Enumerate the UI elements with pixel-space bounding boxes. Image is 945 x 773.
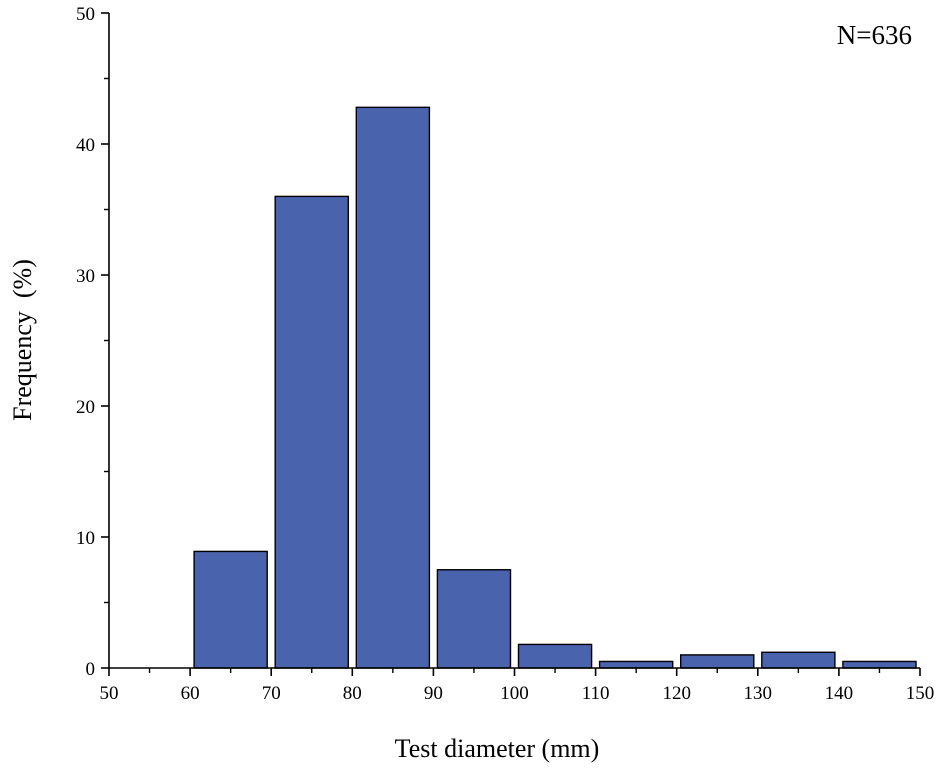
y-tick-label-20: 20 — [76, 397, 95, 418]
x-tick-label-130: 130 — [744, 683, 773, 704]
bar-140-150 — [842, 660, 917, 669]
axes-group: 0 10 20 30 40 50 50 60 70 80 90 100 110 120 130 140 150 — [76, 4, 934, 704]
bar-70-80 — [274, 195, 350, 669]
x-axis-label: Test diameter (mm) — [395, 734, 600, 763]
bar-130-140 — [761, 651, 836, 669]
bar-80-90 — [355, 106, 431, 669]
y-tick-label-40: 40 — [76, 135, 95, 156]
x-tick-label-100: 100 — [500, 683, 529, 704]
x-tick-label-90: 90 — [424, 683, 443, 704]
x-tick-label-120: 120 — [662, 683, 691, 704]
bar-100-110 — [517, 643, 593, 669]
y-tick-label-0: 0 — [86, 659, 96, 680]
x-tick-label-70: 70 — [262, 683, 281, 704]
x-tick-label-60: 60 — [181, 683, 200, 704]
bar-60-70 — [193, 550, 268, 669]
bar-90-100 — [436, 569, 512, 669]
x-tick-label-140: 140 — [825, 683, 854, 704]
bar-110-120 — [598, 660, 674, 669]
y-tick-label-10: 10 — [76, 528, 95, 549]
y-axis-label: Frequency (%) — [8, 259, 37, 421]
x-tick-label-80: 80 — [343, 683, 362, 704]
sample-size-annotation: N=636 — [837, 20, 912, 50]
y-tick-label-50: 50 — [76, 4, 95, 25]
x-tick-label-50: 50 — [100, 683, 119, 704]
bar-120-130 — [680, 654, 755, 669]
x-tick-label-110: 110 — [582, 683, 610, 704]
x-tick-label-150: 150 — [906, 683, 935, 704]
bars-group — [193, 106, 917, 669]
y-tick-label-30: 30 — [76, 266, 95, 287]
